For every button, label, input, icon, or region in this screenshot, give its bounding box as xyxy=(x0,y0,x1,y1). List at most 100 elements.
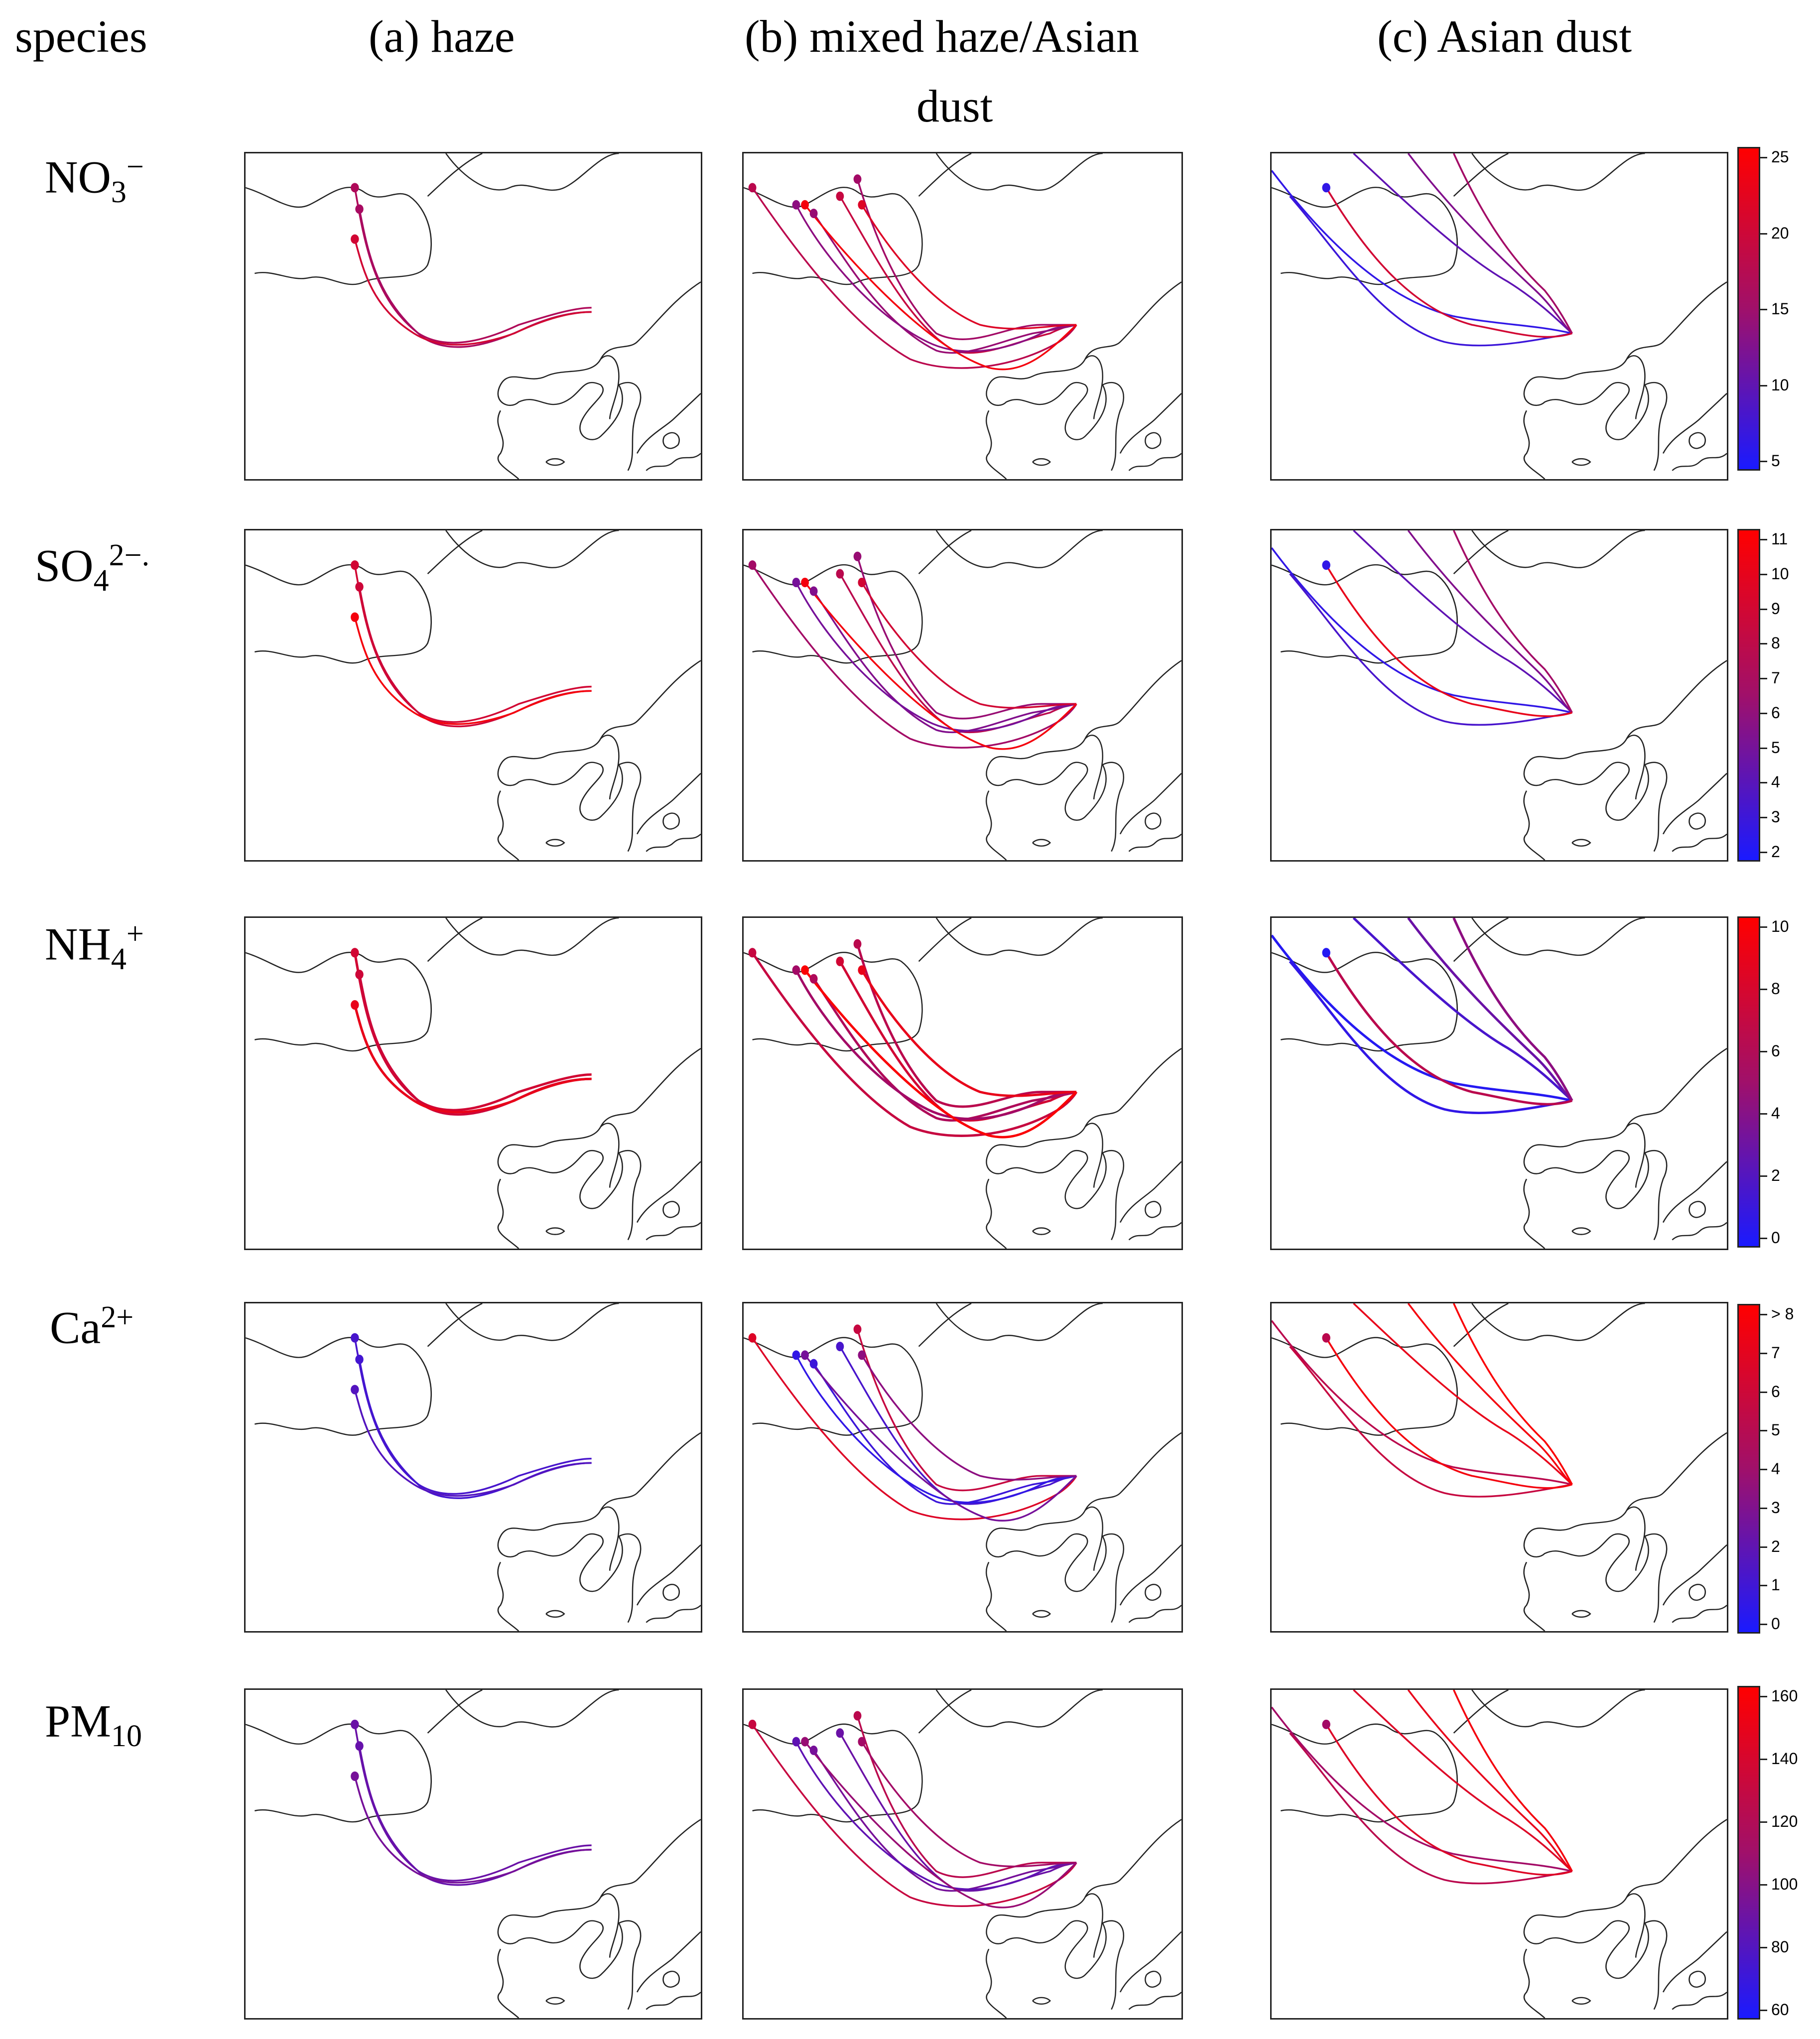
map-panel-haze-pm10 xyxy=(244,1688,702,2020)
coastline xyxy=(600,355,620,419)
trajectory-origin-dot xyxy=(809,209,818,218)
colorbar-1 xyxy=(1737,147,1760,471)
row-sub: 4 xyxy=(111,942,127,977)
trajectory-origin-dot xyxy=(809,1745,818,1755)
trajectory-origin-dot xyxy=(748,1719,757,1729)
coastline xyxy=(497,281,701,471)
coastline xyxy=(545,839,565,847)
coastline xyxy=(1119,1161,1181,1241)
colorbar-tick-mark xyxy=(1760,1430,1767,1432)
colorbar-tick-mark xyxy=(1760,1546,1767,1548)
coastline xyxy=(1662,393,1727,471)
row-base: PM xyxy=(45,1695,111,1747)
coastline xyxy=(1571,458,1591,466)
map-outline xyxy=(744,1303,1181,1631)
trajectory-line xyxy=(804,1741,1077,1909)
map-panel-dust-ca xyxy=(1270,1302,1728,1633)
row-sup: 2−. xyxy=(109,538,150,572)
coastline xyxy=(600,1123,620,1188)
header-species: species xyxy=(15,11,147,62)
coastline xyxy=(636,393,701,471)
trajectory-line xyxy=(353,952,592,1112)
colorbar-tick-mark xyxy=(1760,157,1767,158)
trajectory-line xyxy=(1272,934,1572,1102)
trajectory-line xyxy=(839,1346,1077,1505)
coastline xyxy=(918,1303,1103,1347)
coastline xyxy=(1662,1544,1727,1623)
trajectory-line xyxy=(804,582,1077,750)
coastline xyxy=(1523,790,1546,860)
coastline xyxy=(497,1048,701,1241)
coastline xyxy=(1453,530,1645,574)
trajectory-line xyxy=(795,1741,1077,1891)
coastline xyxy=(744,1337,923,1436)
coastline xyxy=(600,1893,620,1958)
coastline xyxy=(1032,1997,1051,2005)
coastline xyxy=(986,281,1181,471)
trajectory-line xyxy=(1289,195,1572,347)
coastline xyxy=(1662,1931,1727,2010)
colorbar-tick-label: 8 xyxy=(1771,980,1780,998)
trajectory-line xyxy=(804,204,1077,371)
coastline xyxy=(1626,1506,1646,1571)
trajectory-origin-dot xyxy=(748,1333,757,1343)
coastline xyxy=(545,458,565,466)
trajectory-origin-dot xyxy=(853,551,862,561)
trajectory-origin-dot xyxy=(792,965,800,975)
trajectory-line xyxy=(861,204,1077,330)
colorbar-tick-mark xyxy=(1760,1624,1767,1625)
trajectory-origin-dot xyxy=(1322,183,1330,193)
colorbar-tick-mark xyxy=(1760,2010,1767,2011)
coastline xyxy=(1626,735,1646,800)
map-outline xyxy=(246,153,701,479)
coastline xyxy=(1084,735,1104,800)
colorbar-tick-mark xyxy=(1760,1585,1767,1587)
coastline xyxy=(246,564,432,664)
colorbar-tick-label: 8 xyxy=(1771,634,1780,652)
colorbar-tick-label: 100 xyxy=(1771,1875,1798,1893)
coastline xyxy=(497,1432,701,1623)
colorbar-tick-label: 1 xyxy=(1771,1576,1780,1594)
coastline xyxy=(497,410,520,479)
colorbar-tick-label: 4 xyxy=(1771,1460,1780,1478)
colorbar-tick-label: 7 xyxy=(1771,1343,1780,1362)
trajectory-origin-dot xyxy=(858,965,866,975)
trajectory-origin-dot xyxy=(355,204,364,214)
colorbar-tick-mark xyxy=(1760,539,1767,540)
map-panel-haze-so4 xyxy=(244,529,702,862)
trajectory-line xyxy=(1272,547,1572,714)
map-panel-mixed-pm10 xyxy=(742,1688,1183,2020)
trajectory-origin-dot xyxy=(809,1359,818,1369)
colorbar-5 xyxy=(1737,1686,1760,2020)
trajectory-line xyxy=(1289,960,1572,1115)
coastline xyxy=(636,772,701,852)
colorbar-2 xyxy=(1737,529,1760,862)
coastline xyxy=(246,186,432,285)
trajectory-line xyxy=(1452,1690,1573,1872)
row-label-no3: NO3− xyxy=(45,149,144,210)
coastline xyxy=(497,1561,520,1631)
colorbar-tick-mark xyxy=(1760,712,1767,714)
coastline xyxy=(986,1048,1181,1241)
map-outline xyxy=(1272,1690,1727,2018)
row-sup: − xyxy=(126,150,144,184)
colorbar-tick-mark xyxy=(1760,1391,1767,1393)
colorbar-tick-mark xyxy=(1760,1051,1767,1052)
trajectory-line xyxy=(1353,530,1573,714)
map-outline xyxy=(744,1690,1181,2018)
colorbar-tick-mark xyxy=(1760,678,1767,680)
trajectory-origin-dot xyxy=(792,577,800,588)
map-svg xyxy=(246,530,701,860)
coastline xyxy=(1084,1123,1104,1188)
colorbar-tick-mark xyxy=(1760,1947,1767,1948)
coastline xyxy=(427,1303,619,1347)
colorbar-tick-label: 5 xyxy=(1771,738,1780,757)
trajectory-line xyxy=(1325,564,1572,717)
trajectory-line xyxy=(861,969,1077,1097)
trajectory-origin-dot xyxy=(1322,560,1330,570)
map-svg xyxy=(744,1690,1181,2018)
map-panel-dust-pm10 xyxy=(1270,1688,1728,2020)
colorbar-tick-mark xyxy=(1760,852,1767,853)
trajectory-line xyxy=(856,556,1077,720)
header-col-b-line2: dust xyxy=(916,81,993,131)
